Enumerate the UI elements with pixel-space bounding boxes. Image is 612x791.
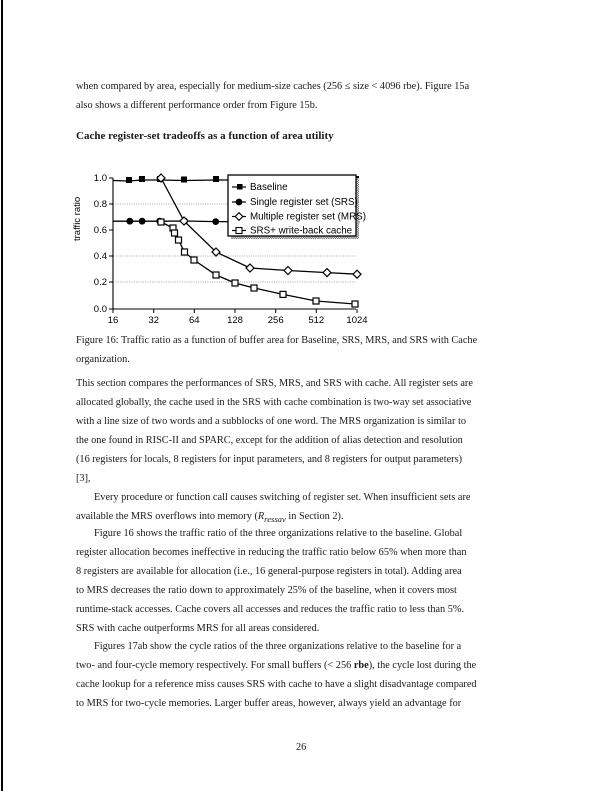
svg-text:1024: 1024 [346, 315, 367, 326]
svg-text:0.6: 0.6 [94, 225, 107, 236]
svg-text:128: 128 [227, 315, 243, 326]
svg-text:64: 64 [189, 315, 200, 326]
svg-text:0.4: 0.4 [94, 251, 107, 262]
svg-text:512: 512 [308, 315, 324, 326]
svg-text:SRS+ write-back cache: SRS+ write-back cache [250, 226, 353, 237]
svg-text:Multiple register set (MRS): Multiple register set (MRS) [250, 212, 366, 223]
svg-text:1.0: 1.0 [94, 173, 107, 184]
svg-text:32: 32 [148, 315, 159, 326]
svg-text:traffic ratio: traffic ratio [72, 197, 83, 241]
svg-text:Single register set (SRS): Single register set (SRS) [250, 197, 358, 208]
svg-text:Baseline: Baseline [250, 182, 288, 193]
svg-text:0.8: 0.8 [94, 199, 107, 210]
svg-text:256: 256 [268, 315, 284, 326]
svg-text:16: 16 [108, 315, 119, 326]
svg-text:0.2: 0.2 [94, 277, 107, 288]
svg-text:0.0: 0.0 [94, 304, 107, 315]
